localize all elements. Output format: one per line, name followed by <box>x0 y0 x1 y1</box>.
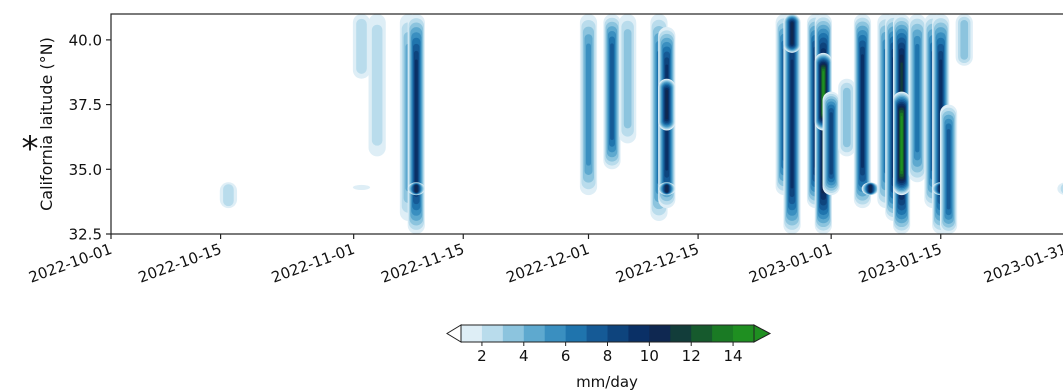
precip-band <box>783 14 801 53</box>
x-tick-label: 2022-10-15 <box>136 240 224 287</box>
x-tick-label: 2023-01-15 <box>856 240 944 287</box>
colorbar-swatch <box>502 325 525 342</box>
precip-level-8 <box>829 112 833 175</box>
precip-level-1 <box>352 184 371 190</box>
precip-level-2 <box>1060 184 1063 194</box>
precip-band <box>407 182 425 196</box>
precip-level-10 <box>790 22 794 45</box>
precip-band <box>955 14 973 66</box>
y-tick-label: 32.5 <box>69 226 102 244</box>
precip-level-5 <box>586 43 591 166</box>
precip-level-10 <box>414 185 418 193</box>
precip-band <box>853 14 872 209</box>
precip-level-14 <box>900 115 903 171</box>
panel-marker: * <box>22 129 39 169</box>
colorbar-tick-label: 6 <box>561 347 571 365</box>
colorbar-tick-label: 12 <box>682 347 701 365</box>
precip-level-7 <box>610 43 614 140</box>
colorbar-swatch <box>691 325 713 342</box>
precip-band <box>619 14 637 144</box>
precip-band <box>658 182 676 196</box>
precip-level-3 <box>623 29 632 129</box>
precip-band <box>352 184 371 190</box>
colorbar-swatch <box>586 325 608 342</box>
precip-level-3 <box>960 20 969 60</box>
precip-band <box>407 14 425 234</box>
x-tick-label: 2022-10-01 <box>26 240 114 287</box>
precip-band <box>603 14 621 170</box>
precip-band <box>658 78 676 131</box>
colorbar-swatch <box>544 325 567 342</box>
precip-level-2 <box>371 24 383 146</box>
precip-band <box>368 14 386 157</box>
colorbar-swatch <box>481 325 504 342</box>
precip-band <box>783 14 801 234</box>
colorbar-swatch <box>461 325 483 342</box>
precip-band <box>893 91 911 196</box>
y-axis: 32.5 35.0 37.5 40.0 <box>69 31 111 244</box>
colorbar-swatch <box>565 325 587 342</box>
x-axis: 2022-10-01 2022-10-15 2022-11-01 2022-11-15… <box>26 234 1063 287</box>
precip-level-9 <box>414 59 418 189</box>
precip-level-6 <box>915 43 920 153</box>
y-axis-label: California laitude (°N) <box>37 37 56 211</box>
colorbar-swatch <box>733 325 755 342</box>
precip-level-7 <box>946 129 951 210</box>
x-tick-label: 2022-11-15 <box>379 240 467 287</box>
precip-level-2 <box>356 18 367 74</box>
colorbar: 2 4 6 8 10 12 14 <box>446 324 772 365</box>
x-tick-label: 2022-12-01 <box>504 240 592 287</box>
colorbar-swatch <box>649 325 671 342</box>
y-tick-label: 35.0 <box>69 161 102 179</box>
x-tick-label: 2022-11-01 <box>269 240 357 287</box>
precip-level-10 <box>869 185 872 193</box>
y-tick-label: 37.5 <box>69 96 102 114</box>
colorbar-tick-label: 10 <box>640 347 659 365</box>
colorbar-swatch <box>607 325 629 342</box>
colorbar-tick-label: 4 <box>519 347 529 365</box>
colorbar-under-triangle <box>446 324 462 343</box>
plot-area <box>219 14 1063 234</box>
colorbar-swatch <box>670 325 692 342</box>
colorbar-swatch <box>712 325 734 342</box>
y-tick-label: 40.0 <box>69 31 102 49</box>
precip-band <box>579 14 598 196</box>
colorbar-swatch <box>523 325 546 342</box>
colorbar-swatch <box>628 325 650 342</box>
precip-band <box>822 91 840 196</box>
precip-level-3 <box>842 87 851 148</box>
colorbar-label: mm/day <box>576 373 638 391</box>
x-tick-label: 2023-01-31 <box>981 240 1063 287</box>
precip-level-9 <box>861 54 864 168</box>
precip-band <box>352 14 371 79</box>
precip-level-2 <box>223 184 234 207</box>
precip-band <box>939 104 958 234</box>
colorbar-tick-label: 14 <box>724 347 743 365</box>
x-tick-label: 2023-01-01 <box>746 240 834 287</box>
colorbar-tick-label: 2 <box>477 347 487 365</box>
precip-band <box>861 182 879 196</box>
precip-level-10 <box>665 185 669 193</box>
precip-level-10 <box>665 89 669 120</box>
precip-band <box>1057 182 1063 195</box>
x-tick-label: 2022-12-15 <box>613 240 701 287</box>
precip-band <box>908 14 926 183</box>
precip-band <box>219 182 238 209</box>
colorbar-tick-label: 8 <box>603 347 613 365</box>
precip-level-9 <box>790 59 794 189</box>
colorbar-over-triangle <box>753 324 772 343</box>
precip-band <box>838 78 856 157</box>
